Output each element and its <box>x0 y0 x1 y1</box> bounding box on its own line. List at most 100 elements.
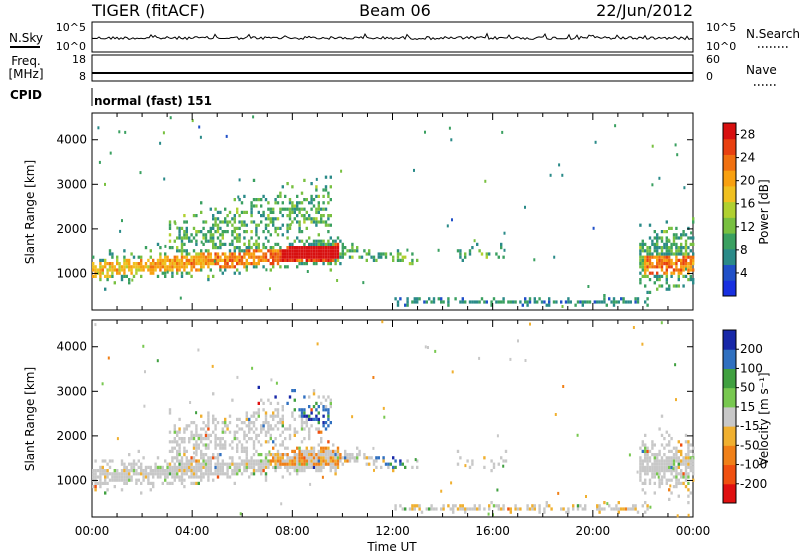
power-cell <box>339 239 342 243</box>
velocity-cell <box>233 433 236 437</box>
velocity-cell <box>140 491 143 495</box>
power-cell <box>501 130 504 134</box>
velocity-cell <box>492 465 496 469</box>
power-cell <box>334 249 337 253</box>
velocity-cell <box>281 414 284 418</box>
power-cell <box>176 246 179 250</box>
power-cell <box>228 265 232 269</box>
power-cell <box>164 268 167 272</box>
power-cell <box>257 246 260 250</box>
velocity-cell <box>104 472 107 476</box>
power-cell <box>104 287 107 291</box>
power-cell <box>665 278 668 282</box>
power-cell <box>548 300 551 304</box>
colorbar-tick-label: 20 <box>740 174 755 188</box>
power-cell <box>488 252 491 256</box>
power-cell <box>236 210 239 214</box>
power-cell <box>212 233 215 237</box>
velocity-cell <box>284 459 287 463</box>
power-cell <box>149 268 152 272</box>
power-cell <box>300 201 304 205</box>
power-cell <box>104 262 107 266</box>
velocity-cell <box>236 469 239 473</box>
velocity-cell <box>193 451 195 455</box>
power-cell <box>159 268 162 272</box>
velocity-cell <box>316 342 319 346</box>
velocity-cell <box>322 414 325 418</box>
velocity-cell <box>324 421 328 425</box>
velocity-cell <box>644 478 647 482</box>
power-cell <box>680 233 683 237</box>
velocity-cell <box>663 462 666 466</box>
velocity-cell <box>178 430 181 434</box>
velocity-cell <box>94 323 97 327</box>
velocity-cell <box>644 481 647 485</box>
power-cell <box>324 255 328 259</box>
velocity-cell <box>221 430 224 434</box>
power-cell <box>636 297 640 301</box>
velocity-cell <box>147 472 150 476</box>
velocity-cell <box>214 462 217 466</box>
velocity-cell <box>108 472 112 476</box>
power-cell <box>660 255 664 259</box>
power-cell <box>303 249 306 253</box>
velocity-cell <box>451 370 454 374</box>
velocity-cell <box>334 449 337 453</box>
power-cell <box>284 265 287 269</box>
power-cell <box>310 246 313 250</box>
power-cell <box>224 258 227 262</box>
velocity-cell <box>308 417 311 421</box>
velocity-cell <box>495 504 498 508</box>
power-cell <box>351 246 354 250</box>
beam-label: Beam 06 <box>359 1 431 20</box>
velocity-cell <box>430 507 433 511</box>
velocity-cell <box>687 501 690 505</box>
velocity-cell <box>329 453 332 457</box>
velocity-cell <box>298 465 301 469</box>
power-cell <box>320 258 323 262</box>
velocity-cell <box>92 472 95 476</box>
velocity-cell <box>336 449 340 453</box>
velocity-cell <box>353 459 356 463</box>
velocity-cell <box>264 456 268 460</box>
power-cell <box>641 274 644 278</box>
power-cell <box>281 201 284 205</box>
power-cell <box>424 130 426 134</box>
power-cell <box>120 265 124 269</box>
power-cell <box>221 220 224 224</box>
power-cell <box>207 262 210 266</box>
power-cell <box>293 210 296 214</box>
velocity-cell <box>99 485 102 489</box>
velocity-cell <box>236 465 239 469</box>
power-cell <box>245 252 248 256</box>
velocity-cell <box>636 470 639 474</box>
velocity-cell <box>382 406 385 410</box>
velocity-cell <box>615 507 618 511</box>
power-cell <box>233 226 236 230</box>
power-cell <box>308 214 311 218</box>
power-cell <box>291 185 294 189</box>
x-tick-label: 08:00 <box>275 524 310 538</box>
power-cell <box>298 252 301 256</box>
power-cell <box>392 258 395 262</box>
velocity-cell <box>490 501 493 505</box>
velocity-cell <box>264 414 268 418</box>
velocity-cell <box>562 507 565 511</box>
power-cell <box>317 242 320 246</box>
velocity-cell <box>658 459 661 463</box>
velocity-cell <box>334 456 337 460</box>
power-cell <box>322 201 325 205</box>
velocity-cell <box>262 421 265 425</box>
velocity-cell <box>212 414 215 418</box>
velocity-cell <box>620 507 623 511</box>
velocity-cell <box>276 465 280 469</box>
power-cell <box>252 265 256 269</box>
power-cell <box>308 242 311 246</box>
velocity-cell <box>648 465 652 469</box>
power-cell <box>200 249 203 253</box>
power-cell <box>658 236 661 240</box>
velocity-cell <box>226 427 229 431</box>
power-cell <box>248 239 251 243</box>
velocity-cell <box>118 472 121 476</box>
velocity-cell <box>200 478 203 482</box>
